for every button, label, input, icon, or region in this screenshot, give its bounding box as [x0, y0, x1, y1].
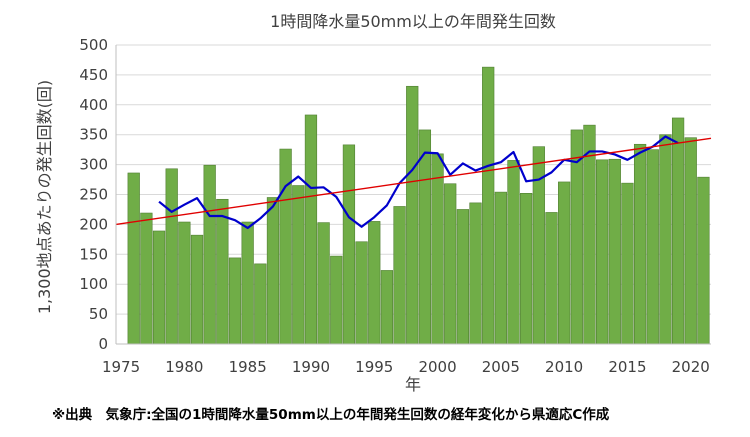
y-tick-label: 50 — [89, 305, 108, 323]
y-tick-label: 0 — [98, 335, 108, 353]
bar — [355, 241, 368, 345]
bar — [469, 202, 482, 345]
axes — [115, 45, 711, 345]
y-tick-label: 400 — [79, 96, 108, 114]
bar — [444, 183, 457, 345]
series-lines — [115, 135, 712, 230]
x-tick-label: 1985 — [229, 358, 267, 376]
moving-average-line — [158, 135, 679, 230]
bar — [406, 85, 419, 345]
bar — [140, 212, 153, 345]
bar — [659, 134, 672, 345]
bar — [697, 176, 710, 345]
y-tick-label: 150 — [79, 245, 108, 263]
trend-line — [115, 137, 712, 226]
bar — [368, 221, 381, 345]
bar — [266, 197, 280, 345]
bar — [494, 191, 507, 345]
bar — [254, 263, 267, 345]
y-tick-label: 350 — [79, 126, 108, 144]
x-tick-label: 1980 — [165, 358, 203, 376]
bar — [127, 172, 140, 345]
bar — [456, 209, 469, 345]
bar — [393, 206, 406, 345]
x-tick-label: 2010 — [545, 358, 583, 376]
bar — [646, 149, 659, 345]
bar — [545, 212, 558, 345]
y-tick-label: 250 — [79, 186, 108, 204]
chart-title: 1時間降水量50mm以上の年間発生回数 — [270, 12, 556, 31]
bar — [203, 164, 216, 345]
y-tick-label: 100 — [79, 275, 108, 293]
bar — [292, 185, 305, 345]
x-tick-label: 1975 — [102, 358, 140, 376]
bar — [241, 221, 254, 345]
bar — [583, 124, 596, 345]
bar — [152, 230, 166, 345]
bar — [342, 144, 356, 345]
bar — [621, 182, 634, 345]
x-tick-labels: 1975 1980 1985 1990 1995 2000 2005 2010 2015 2020 — [102, 358, 710, 376]
x-tick-label: 2000 — [418, 358, 456, 376]
bar — [482, 66, 495, 345]
bar — [558, 181, 571, 345]
y-tick-label: 200 — [79, 215, 108, 233]
bar — [228, 257, 242, 345]
bar — [317, 222, 330, 345]
bar — [178, 221, 191, 345]
x-tick-label: 1995 — [355, 358, 393, 376]
bar — [418, 129, 432, 345]
bar — [279, 148, 292, 345]
bar — [507, 160, 520, 345]
y-axis-label: 1,300地点あたりの発生回数(回) — [35, 80, 54, 314]
x-tick-label: 1990 — [292, 358, 330, 376]
bar — [596, 159, 609, 345]
bar — [684, 137, 697, 345]
y-tick-label: 300 — [79, 156, 108, 174]
bar — [671, 117, 685, 345]
bar — [608, 158, 621, 345]
bar — [330, 255, 343, 345]
x-tick-label: 2005 — [482, 358, 520, 376]
source-note: ※出典 気象庁:全国の1時間降水量50mm以上の年間発生回数の経年変化から県適応… — [52, 406, 610, 423]
y-tick-label: 500 — [79, 36, 108, 54]
y-tick-labels: 0 50 100 150 200 250 300 350 400 450 500 — [79, 36, 108, 353]
bar — [165, 168, 178, 345]
bar — [190, 234, 204, 345]
bar — [380, 270, 394, 345]
bar — [431, 153, 444, 345]
bar — [633, 143, 647, 345]
x-tick-label: 2020 — [672, 358, 710, 376]
bars — [127, 66, 710, 345]
bar — [216, 198, 229, 345]
x-tick-label: 2015 — [608, 358, 646, 376]
y-tick-label: 450 — [79, 66, 108, 84]
bar — [304, 114, 318, 345]
bar — [520, 193, 533, 345]
x-axis-label: 年 — [405, 375, 421, 394]
